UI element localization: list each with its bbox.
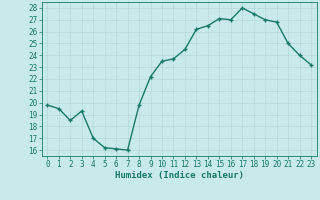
X-axis label: Humidex (Indice chaleur): Humidex (Indice chaleur) — [115, 171, 244, 180]
